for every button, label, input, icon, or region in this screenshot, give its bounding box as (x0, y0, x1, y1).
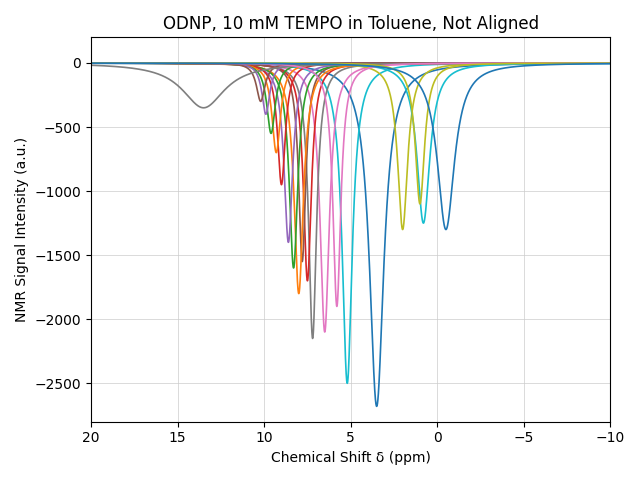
Y-axis label: NMR Signal Intensity (a.u.): NMR Signal Intensity (a.u.) (15, 137, 29, 322)
Title: ODNP, 10 mM TEMPO in Toluene, Not Aligned: ODNP, 10 mM TEMPO in Toluene, Not Aligne… (163, 15, 539, 33)
X-axis label: Chemical Shift δ (ppm): Chemical Shift δ (ppm) (271, 451, 431, 465)
